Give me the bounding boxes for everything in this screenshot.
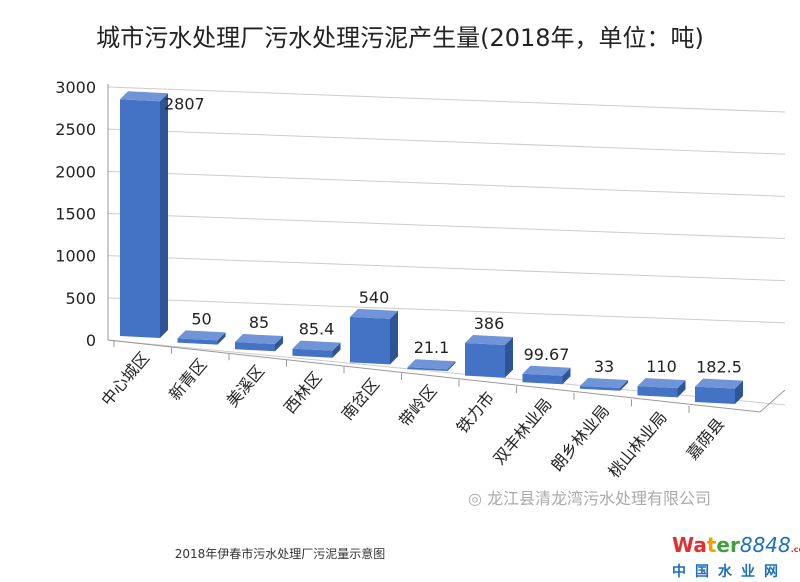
chart-title: 城市污水处理厂污水处理污泥产生量(2018年，单位：吨) — [96, 24, 704, 52]
bar-front — [580, 386, 620, 391]
bar-front — [235, 342, 275, 352]
bar-top — [177, 330, 226, 341]
bar-top — [407, 359, 456, 370]
floor-front-edge — [107, 339, 761, 413]
data-label: 99.67 — [524, 345, 570, 364]
bar-top — [120, 91, 168, 102]
x-tick-label: 朗乡林业局 — [547, 401, 613, 475]
bar-top — [292, 340, 341, 351]
gridline — [107, 170, 786, 197]
data-label: 182.5 — [696, 358, 742, 377]
bar-side — [735, 380, 743, 404]
x-tick-label: 南岔区 — [338, 375, 383, 424]
bar-side — [332, 342, 341, 358]
data-label: 540 — [359, 288, 390, 307]
data-label: 50 — [191, 309, 211, 328]
x-tick-label: 双丰林业局 — [490, 395, 556, 469]
x-tick-label: 带岭区 — [395, 381, 440, 430]
y-tick-label: 0 — [86, 331, 96, 350]
logo-cn: 中国水业网 — [672, 564, 787, 580]
bar-front — [350, 316, 390, 365]
gridline — [107, 255, 786, 282]
bar-side — [620, 380, 628, 391]
data-label: 386 — [474, 314, 505, 333]
x-tick-label: 美溪区 — [223, 362, 268, 411]
bar-top — [580, 378, 628, 389]
bar-side — [160, 93, 168, 338]
y-tick-label: 500 — [65, 289, 96, 308]
watermark-text: 龙江县清龙湾污水处理有限公司 — [487, 489, 712, 508]
gridline — [107, 86, 786, 113]
bar-front — [292, 348, 333, 358]
watermark: ◎ 龙江县清龙湾污水处理有限公司 — [468, 485, 711, 509]
wechat-icon: ◎ — [468, 489, 488, 508]
data-label: 33 — [594, 357, 614, 376]
caption: 2018年伊春市污水处理厂污泥量示意图 — [174, 547, 386, 561]
y-tick-label: 2000 — [55, 162, 96, 181]
gridline — [107, 213, 786, 239]
data-label: 110 — [646, 357, 677, 376]
x-tick-label: 中心城区 — [97, 348, 153, 409]
x-tick-label: 嘉荫县 — [683, 414, 728, 463]
bar-front — [407, 367, 448, 371]
bar-front — [120, 99, 160, 338]
gridline — [107, 297, 786, 324]
bar-side — [390, 310, 398, 365]
data-label: 21.1 — [414, 338, 450, 357]
bar-top — [522, 365, 571, 376]
bar-front — [465, 343, 505, 378]
bar-side — [217, 332, 226, 345]
bar-side — [447, 361, 456, 371]
y-tick-label: 1000 — [55, 247, 96, 266]
bar-side — [562, 367, 571, 385]
bar-side — [505, 337, 513, 378]
data-label: 85 — [249, 313, 269, 332]
data-label: 2807 — [164, 94, 205, 113]
bar-front — [637, 386, 678, 398]
data-label: 85.4 — [299, 320, 335, 339]
bar-front — [522, 373, 563, 385]
y-tick-label: 3000 — [55, 78, 96, 97]
bar-front — [177, 338, 218, 345]
x-tick-label: 铁力市 — [453, 388, 498, 437]
bar-front — [695, 386, 735, 404]
x-tick-label: 新青区 — [165, 355, 210, 404]
x-tick-label: 西林区 — [280, 368, 325, 417]
bar-top — [695, 378, 743, 389]
bar-side — [275, 336, 283, 352]
y-tick-label: 1500 — [55, 205, 96, 224]
y-tick-label: 2500 — [55, 120, 96, 139]
bar-top — [350, 308, 398, 319]
bar-side — [677, 380, 686, 398]
bar-top — [465, 335, 513, 346]
gridline — [107, 128, 786, 155]
x-tick-label: 桃山林业局 — [605, 408, 671, 482]
bar-top — [235, 334, 283, 345]
bar-top — [637, 378, 686, 389]
floor-right-edge — [759, 389, 786, 413]
water8848-logo: Water8848.com中国水业网 — [672, 535, 800, 582]
